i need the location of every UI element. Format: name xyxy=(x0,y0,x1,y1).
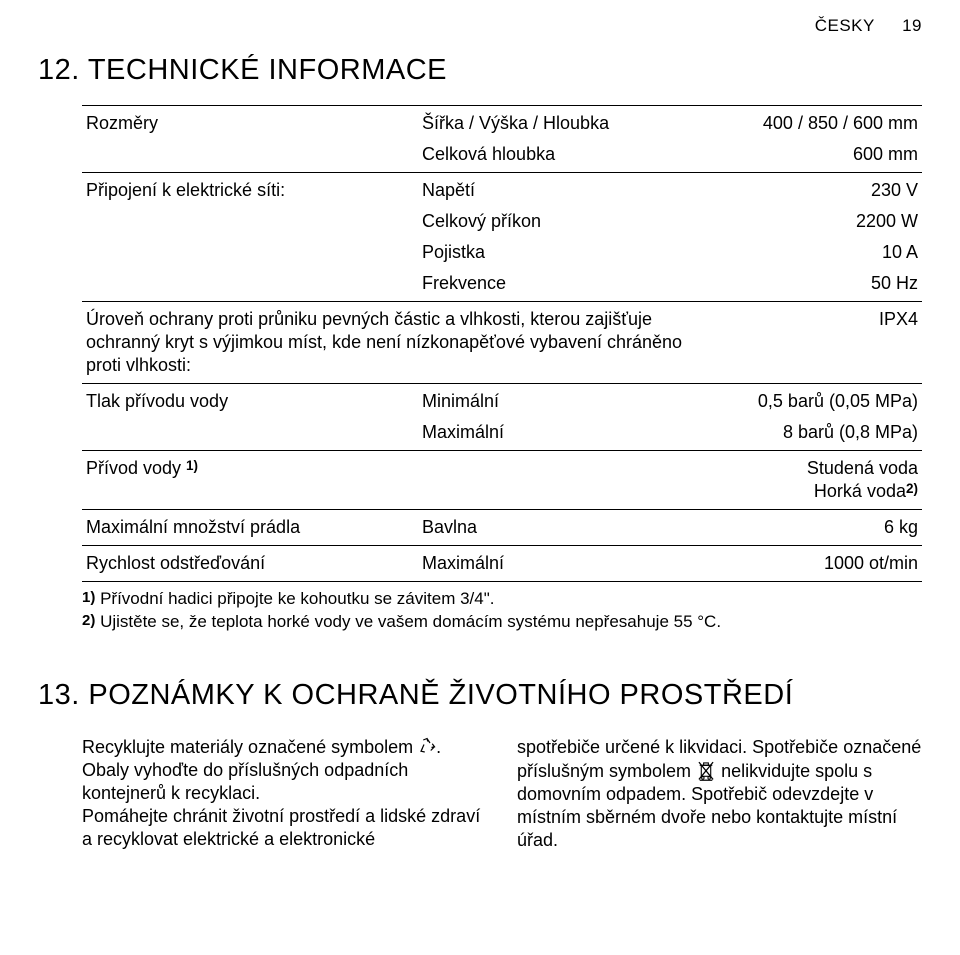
table-row: Přívod vody 1) Studená voda Horká voda2) xyxy=(82,451,922,510)
section-13-title: 13. POZNÁMKY K OCHRANĚ ŽIVOTNÍHO PROSTŘE… xyxy=(38,679,922,712)
s13-left-1a: Recyklujte materiály označené symbolem xyxy=(82,737,418,757)
dimensions-val: 400 / 850 / 600 mm xyxy=(687,106,922,140)
s13-left-3: Pomáhejte chránit životní prostředí a li… xyxy=(82,806,480,849)
watersupply-val-line2: Horká voda2) xyxy=(814,481,918,501)
recycle-icon xyxy=(418,737,436,755)
footnote-2-text: Ujistěte se, že teplota horké vody ve va… xyxy=(95,612,721,631)
section-13-col-left: Recyklujte materiály označené symbolem .… xyxy=(82,736,487,852)
watersupply-label-pre: Přívod vody xyxy=(86,458,186,478)
pressure-label: Tlak přívodu vody xyxy=(82,384,418,418)
table-row: Celková hloubka 600 mm xyxy=(82,139,922,173)
spin-val: 1000 ot/min xyxy=(687,546,922,582)
spin-mid: Maximální xyxy=(418,546,687,582)
table-row: Maximální množství prádla Bavlna 6 kg xyxy=(82,510,922,546)
fuse-val: 10 A xyxy=(687,237,922,268)
overall-depth-val: 600 mm xyxy=(687,139,922,173)
dimensions-mid: Šířka / Výška / Hloubka xyxy=(418,106,687,140)
voltage-val: 230 V xyxy=(687,173,922,207)
overall-depth-mid: Celková hloubka xyxy=(418,139,687,173)
watersupply-val: Studená voda Horká voda2) xyxy=(687,451,922,510)
no-bin-icon xyxy=(696,759,716,781)
voltage-mid: Napětí xyxy=(418,173,687,207)
pressure-max-val: 8 barů (0,8 MPa) xyxy=(687,417,922,451)
footnote-ref-1: 1) xyxy=(186,458,198,473)
protection-val: IPX4 xyxy=(687,302,922,384)
table-row: Úroveň ochrany proti průniku pevných čás… xyxy=(82,302,922,384)
s13-right-2b: nelikvidujte xyxy=(721,761,810,781)
page: ČESKY 19 12. TECHNICKÉ INFORMACE Rozměry… xyxy=(0,0,960,955)
spec-table-wrapper: Rozměry Šířka / Výška / Hloubka 400 / 85… xyxy=(38,105,922,633)
spec-table: Rozměry Šířka / Výška / Hloubka 400 / 85… xyxy=(82,105,922,582)
footnotes: 1) Přívodní hadici připojte ke kohoutku … xyxy=(82,588,922,632)
page-header: ČESKY 19 xyxy=(815,16,922,36)
section-12-title: 12. TECHNICKÉ INFORMACE xyxy=(38,54,922,87)
section-13-col-right: spotřebiče určené k likvidaci. Spotřebič… xyxy=(517,736,922,852)
watersupply-val-line1: Studená voda xyxy=(807,458,918,478)
spin-label: Rychlost odstřeďování xyxy=(82,546,418,582)
footnote-2-num: 2) xyxy=(82,612,95,629)
table-row: Rozměry Šířka / Výška / Hloubka 400 / 85… xyxy=(82,106,922,140)
section-13-columns: Recyklujte materiály označené symbolem .… xyxy=(38,736,922,852)
protection-label: Úroveň ochrany proti průniku pevných čás… xyxy=(82,302,687,384)
s13-left-2: Obaly vyhoďte do příslušných odpadních k… xyxy=(82,760,408,803)
table-row: Připojení k elektrické síti: Napětí 230 … xyxy=(82,173,922,207)
maxload-label: Maximální množství prádla xyxy=(82,510,418,546)
table-row: Rychlost odstřeďování Maximální 1000 ot/… xyxy=(82,546,922,582)
footnote-ref-2: 2) xyxy=(906,481,918,496)
footnote-1-num: 1) xyxy=(82,589,95,606)
s13-left-1b: . xyxy=(436,737,441,757)
footnote-1: 1) Přívodní hadici připojte ke kohoutku … xyxy=(82,588,922,610)
maxload-mid: Bavlna xyxy=(418,510,687,546)
s13-right-1: spotřebiče určené k likvidaci. Spotřebič… xyxy=(517,737,838,757)
language-label: ČESKY xyxy=(815,16,875,36)
pressure-min-mid: Minimální xyxy=(418,384,687,418)
freq-mid: Frekvence xyxy=(418,268,687,302)
freq-val: 50 Hz xyxy=(687,268,922,302)
maxload-val: 6 kg xyxy=(687,510,922,546)
watersupply-label: Přívod vody 1) xyxy=(82,451,687,510)
pressure-max-mid: Maximální xyxy=(418,417,687,451)
table-row: Tlak přívodu vody Minimální 0,5 barů (0,… xyxy=(82,384,922,418)
fuse-mid: Pojistka xyxy=(418,237,687,268)
power-mid: Celkový příkon xyxy=(418,206,687,237)
table-row: Maximální 8 barů (0,8 MPa) xyxy=(82,417,922,451)
footnote-2: 2) Ujistěte se, že teplota horké vody ve… xyxy=(82,611,922,633)
connection-label: Připojení k elektrické síti: xyxy=(82,173,418,302)
footnote-1-text: Přívodní hadici připojte ke kohoutku se … xyxy=(95,589,494,608)
dimensions-label: Rozměry xyxy=(82,106,418,140)
page-number: 19 xyxy=(902,16,922,36)
pressure-min-val: 0,5 barů (0,05 MPa) xyxy=(687,384,922,418)
power-val: 2200 W xyxy=(687,206,922,237)
